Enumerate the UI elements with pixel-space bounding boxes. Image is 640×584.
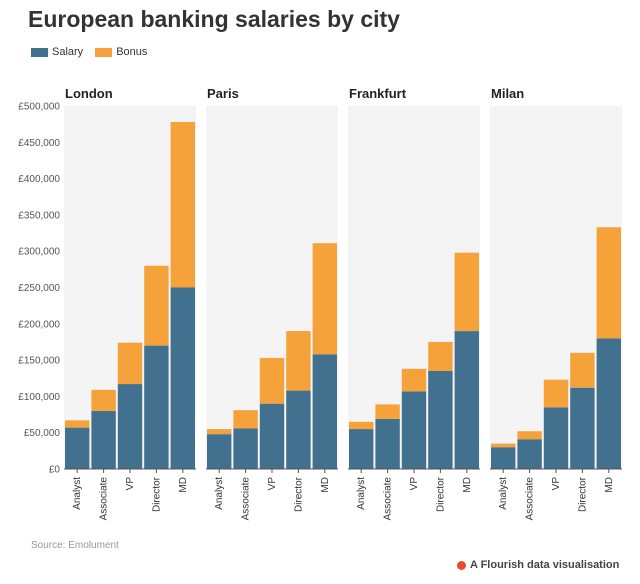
x-tick-label: VP [267,477,278,491]
x-tick-label: MD [178,477,189,493]
bar-bonus [233,410,258,429]
bar-salary [259,403,285,469]
bar-bonus [401,368,427,392]
y-tick-label: £200,000 [18,319,60,330]
x-tick-label: Associate [383,477,394,521]
panel-title: Frankfurt [349,86,407,101]
y-tick-label: £250,000 [18,283,60,294]
bar-bonus [312,243,337,355]
chart-title: European banking salaries by city [28,6,400,32]
x-tick-label: Director [293,476,304,512]
bar-bonus [207,429,232,435]
x-tick-label: MD [604,477,615,493]
y-tick-label: £450,000 [18,138,60,149]
legend-item-bonus[interactable]: Bonus [95,46,147,58]
bar-bonus [144,265,169,346]
bar-salary [596,338,621,469]
bar-salary [144,345,169,469]
y-tick-label: £500,000 [18,102,60,113]
x-tick-label: VP [125,477,136,491]
y-tick-label: £400,000 [18,174,60,185]
legend-swatch-salary [31,47,48,57]
y-tick-label: £350,000 [18,210,60,221]
legend-label-salary: Salary [52,46,84,58]
panel-title: Milan [491,86,524,101]
flourish-logo-icon [457,560,466,570]
x-tick-label: Associate [99,477,110,521]
x-tick-label: Associate [525,477,536,521]
bar-bonus [543,379,569,408]
y-tick-label: £100,000 [18,392,60,403]
legend: Salary Bonus [31,46,147,58]
x-tick-label: Analyst [356,477,367,510]
bar-bonus [259,357,285,404]
x-tick-label: Associate [241,477,252,521]
x-tick-label: VP [551,477,562,491]
y-tick-label: £0 [49,465,61,476]
panel-title: London [65,86,113,101]
bar-bonus [170,121,195,288]
bar-salary [207,434,232,469]
y-tick-label: £300,000 [18,247,60,258]
x-tick-label: Director [577,476,588,512]
bar-salary [170,287,195,469]
x-tick-label: Analyst [214,477,225,510]
y-tick-label: £150,000 [18,356,60,367]
bar-salary [491,447,516,469]
bar-salary [91,410,116,469]
bar-bonus [286,331,311,391]
bar-bonus [570,352,595,388]
bar-bonus [454,252,479,332]
legend-swatch-bonus [95,47,113,57]
bar-salary [428,370,453,469]
flourish-credit[interactable]: A Flourish data visualisation [457,559,619,571]
bar-salary [375,418,400,469]
legend-item-salary[interactable]: Salary [31,46,83,58]
bar-salary [312,354,337,469]
bar-salary [401,391,427,469]
bar-salary [65,427,90,469]
x-tick-label: Director [435,476,446,512]
y-tick-label: £50,000 [24,428,61,439]
x-tick-label: Director [151,476,162,512]
bar-salary [517,439,542,469]
bar-bonus [596,227,621,339]
bar-bonus [491,443,516,448]
legend-label-bonus: Bonus [116,46,148,58]
bar-salary [454,331,479,469]
x-tick-label: Analyst [498,477,509,510]
bar-bonus [375,404,400,419]
bar-salary [286,390,311,469]
x-tick-label: VP [409,477,420,491]
source-note: Source: Emolument [31,540,119,551]
bar-bonus [91,389,116,411]
bar-salary [233,428,258,469]
x-tick-label: MD [462,477,473,493]
bar-salary [543,407,569,469]
panel-title: Paris [207,86,239,101]
credit-text: A Flourish data visualisation [470,559,620,571]
bar-bonus [517,431,542,440]
bar-bonus [428,341,453,371]
bar-bonus [65,420,90,428]
bar-salary [570,387,595,469]
bar-salary [117,384,143,469]
bar-bonus [349,421,374,430]
bar-bonus [117,342,143,385]
x-tick-label: Analyst [72,477,83,510]
bar-salary [349,429,374,469]
x-tick-label: MD [320,477,331,493]
